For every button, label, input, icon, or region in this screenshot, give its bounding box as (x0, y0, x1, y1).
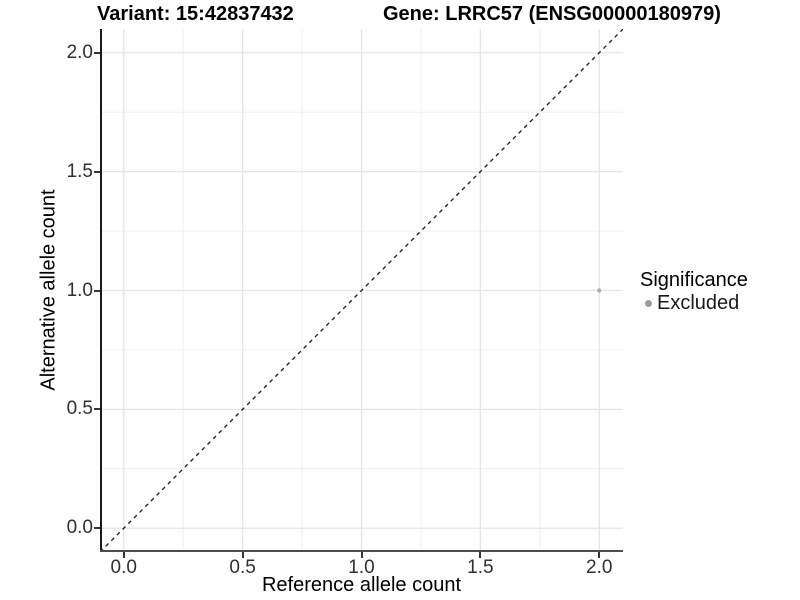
y-tick-label: 0.5 (66, 398, 93, 420)
y-tick-mark (94, 289, 100, 292)
legend-item-excluded: Excluded (640, 292, 748, 314)
y-tick-label: 0.0 (66, 517, 93, 539)
x-tick-mark (122, 552, 125, 558)
x-tick-label: 2.0 (586, 557, 613, 578)
legend-key (640, 295, 657, 312)
x-tick-mark (479, 552, 482, 558)
y-tick-label: 1.5 (66, 160, 93, 182)
plot-panel (100, 29, 623, 552)
plot-canvas (100, 29, 623, 552)
y-tick-mark (94, 527, 100, 530)
data-point (597, 288, 602, 293)
y-tick-mark (94, 408, 100, 411)
excluded-point-icon (645, 299, 652, 307)
x-tick-label: 0.0 (110, 557, 137, 578)
x-tick-mark (598, 552, 601, 558)
x-tick-label: 1.5 (467, 557, 494, 578)
x-tick-label: 0.5 (229, 557, 256, 578)
legend-title: Significance (640, 269, 748, 291)
legend-item-label: Excluded (657, 292, 740, 314)
y-axis-title: Alternative allele count (37, 189, 60, 391)
y-tick-label: 2.0 (66, 41, 93, 63)
y-tick-mark (94, 170, 100, 173)
y-tick-label: 1.0 (66, 279, 93, 301)
x-tick-mark (241, 552, 244, 558)
x-tick-label: 1.0 (348, 557, 375, 578)
x-axis-title: Reference allele count (261, 574, 461, 596)
plot-title-variant: Variant: 15:42837432 (97, 3, 294, 25)
identity-reference-line (100, 29, 623, 552)
legend: Significance Excluded (640, 269, 748, 314)
y-tick-mark (94, 51, 100, 54)
x-tick-mark (360, 552, 363, 558)
plot-title-gene: Gene: LRRC57 (ENSG00000180979) (383, 3, 721, 25)
